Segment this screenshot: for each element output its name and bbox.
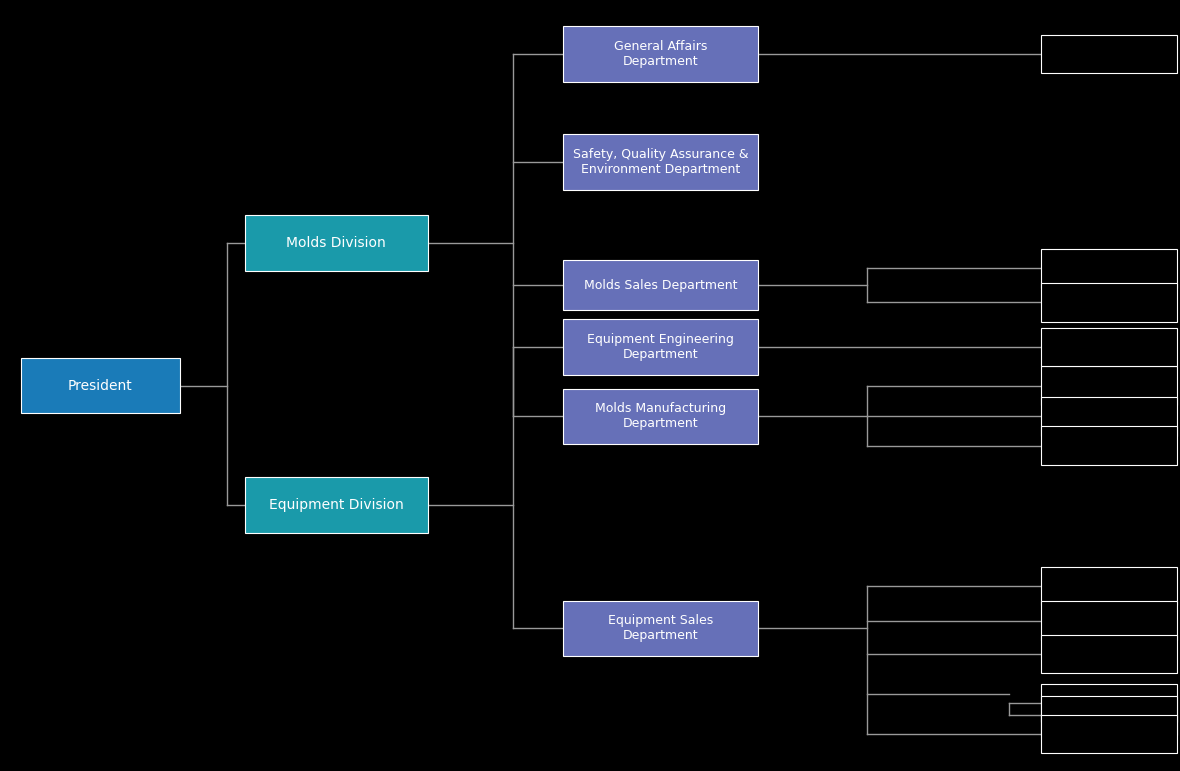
FancyBboxPatch shape bbox=[1041, 696, 1176, 735]
Text: General Affairs
Department: General Affairs Department bbox=[614, 40, 708, 68]
FancyBboxPatch shape bbox=[1041, 35, 1176, 73]
FancyBboxPatch shape bbox=[1041, 249, 1176, 288]
FancyBboxPatch shape bbox=[1041, 283, 1176, 322]
Text: President: President bbox=[68, 379, 132, 392]
FancyBboxPatch shape bbox=[21, 358, 179, 413]
FancyBboxPatch shape bbox=[1041, 366, 1176, 405]
FancyBboxPatch shape bbox=[564, 601, 759, 656]
FancyBboxPatch shape bbox=[1041, 715, 1176, 753]
Text: Equipment Engineering
Department: Equipment Engineering Department bbox=[588, 333, 734, 361]
FancyBboxPatch shape bbox=[1041, 328, 1176, 366]
FancyBboxPatch shape bbox=[564, 260, 759, 310]
Text: Equipment Division: Equipment Division bbox=[269, 498, 404, 512]
Text: Molds Sales Department: Molds Sales Department bbox=[584, 279, 738, 291]
FancyBboxPatch shape bbox=[564, 134, 759, 190]
FancyBboxPatch shape bbox=[1041, 684, 1176, 722]
Text: Safety, Quality Assurance &
Environment Department: Safety, Quality Assurance & Environment … bbox=[573, 148, 748, 176]
Text: Equipment Sales
Department: Equipment Sales Department bbox=[608, 614, 714, 642]
Text: Molds Division: Molds Division bbox=[287, 236, 386, 250]
FancyBboxPatch shape bbox=[244, 215, 427, 271]
FancyBboxPatch shape bbox=[564, 319, 759, 375]
FancyBboxPatch shape bbox=[1041, 635, 1176, 673]
Text: Molds Manufacturing
Department: Molds Manufacturing Department bbox=[595, 402, 727, 430]
FancyBboxPatch shape bbox=[564, 389, 759, 444]
FancyBboxPatch shape bbox=[1041, 601, 1176, 640]
FancyBboxPatch shape bbox=[564, 26, 759, 82]
FancyBboxPatch shape bbox=[1041, 426, 1176, 465]
FancyBboxPatch shape bbox=[1041, 567, 1176, 605]
FancyBboxPatch shape bbox=[244, 477, 427, 533]
FancyBboxPatch shape bbox=[1041, 397, 1176, 436]
